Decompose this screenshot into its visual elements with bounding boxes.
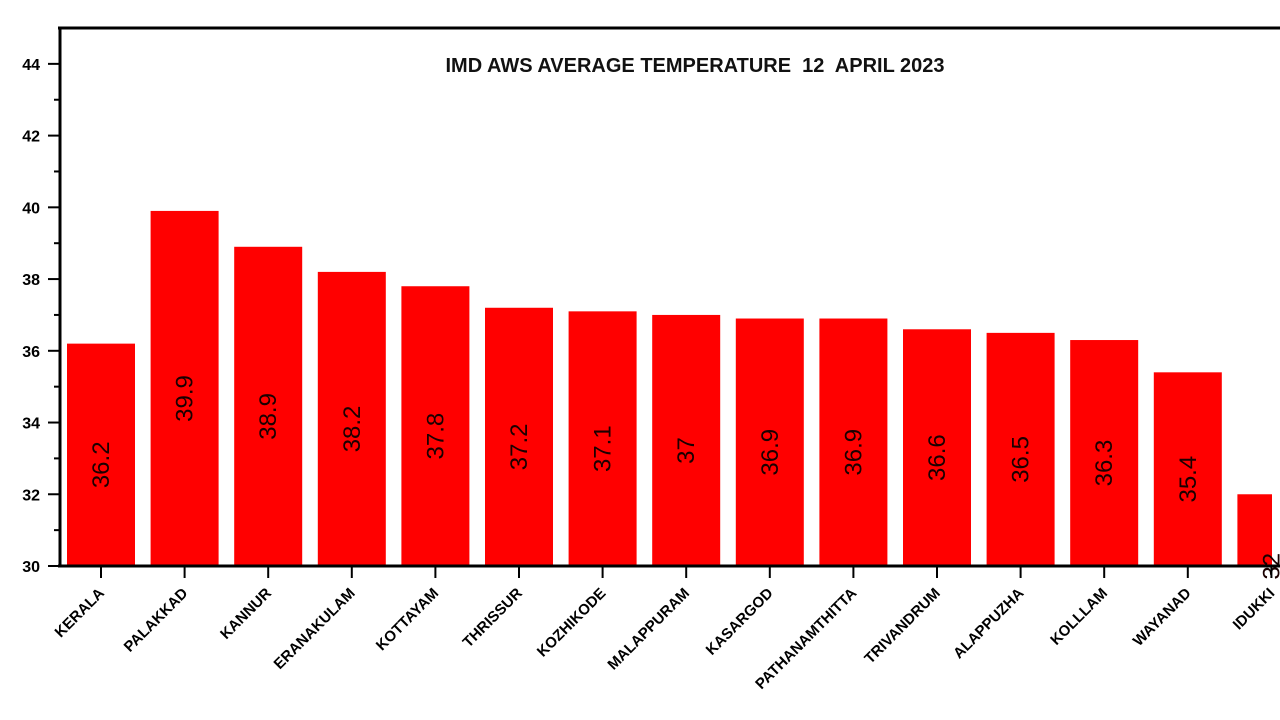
data-label-trivandrum: 36.6 [924, 434, 951, 481]
y-tick-label: 42 [22, 129, 40, 146]
y-tick-label: 36 [22, 344, 40, 361]
data-label-kannur: 38.9 [255, 393, 282, 440]
data-label-palakkad: 39.9 [172, 375, 199, 422]
bar-pathanamthitta [819, 318, 888, 566]
bar-palakkad [150, 210, 219, 567]
bar-kolllam [1070, 340, 1139, 566]
bar-wayanad [1153, 372, 1222, 566]
data-label-thrissur: 37.2 [506, 424, 533, 471]
y-tick-label: 30 [22, 559, 40, 576]
data-label-kottayam: 37.8 [422, 413, 449, 460]
x-tick-label-palakkad: PALAKKAD [121, 585, 192, 656]
bar-eranakulam [317, 271, 386, 566]
x-tick-label-idukki: IDUKKI [1230, 585, 1279, 634]
bar-kerala [67, 343, 135, 566]
data-label-wayanad: 35.4 [1175, 456, 1202, 503]
x-tick-label-kasargod: KASARGOD [703, 585, 777, 659]
bar-alappuzha [986, 332, 1055, 566]
x-tick-label-trivandrum: TRIVANDRUM [861, 585, 944, 668]
data-labels-group: 36.2 39.9 38.9 38.2 37.8 37.2 37.1 37 36.9 36.9 36… [88, 375, 1280, 580]
x-tick-label-eranakulam: ERANAKULAM [271, 585, 359, 673]
x-tick-label-malappuram: MALAPPURAM [604, 585, 693, 674]
y-tick-label: 44 [22, 57, 40, 74]
x-tick-label-kolllam: KOLLLAM [1047, 585, 1111, 649]
data-label-malappuram: 37 [673, 437, 700, 464]
chart-title: IMD AWS AVERAGE TEMPERATURE 12 APRIL 202… [446, 55, 945, 77]
data-label-kozhikode: 37.1 [590, 425, 617, 472]
data-label-alappuzha: 36.5 [1008, 436, 1035, 483]
x-tick-label-kozhikode: KOZHIKODE [534, 585, 610, 661]
data-label-eranakulam: 38.2 [339, 406, 366, 453]
x-tick-label-kottayam: KOTTAYAM [373, 585, 442, 654]
x-tick-label-kannur: KANNUR [217, 585, 275, 643]
data-label-kolllam: 36.3 [1091, 440, 1118, 487]
bar-kottayam [401, 286, 470, 566]
x-tick-label-thrissur: THRISSUR [460, 585, 526, 651]
bar-idukki [1237, 494, 1272, 566]
y-ticks-group: 30 32 34 36 38 40 42 44 [22, 57, 60, 576]
bar-kasargod [735, 318, 804, 566]
y-tick-label: 38 [22, 272, 40, 289]
y-tick-label: 34 [22, 416, 40, 433]
data-label-pathanamthitta: 36.9 [840, 429, 867, 476]
bar-malappuram [652, 314, 721, 566]
bar-trivandrum [903, 329, 971, 566]
data-label-kerala: 36.2 [88, 441, 115, 488]
bar-kannur [234, 246, 303, 566]
x-tick-label-alappuzha: ALAPPUZHA [950, 585, 1028, 663]
y-tick-label: 40 [22, 200, 40, 217]
bar-kozhikode [568, 311, 637, 566]
y-tick-label: 32 [22, 487, 40, 504]
bar-thrissur [485, 307, 553, 566]
data-label-kasargod: 36.9 [757, 429, 784, 476]
x-tick-label-wayanad: WAYANAD [1130, 585, 1195, 650]
x-tick-label-kerala: KERALA [52, 585, 108, 641]
bars-group [67, 210, 1272, 567]
